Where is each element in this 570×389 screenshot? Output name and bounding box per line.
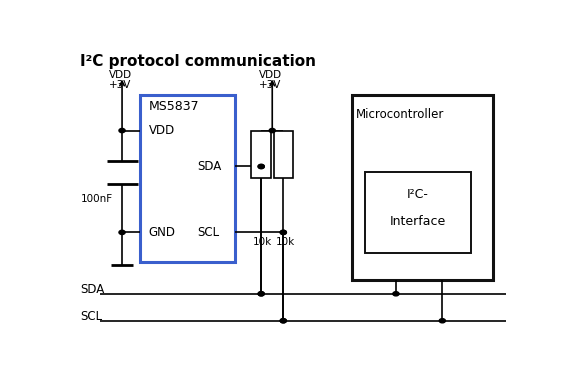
Text: VDD: VDD xyxy=(149,124,175,137)
Circle shape xyxy=(269,128,275,133)
Circle shape xyxy=(258,292,264,296)
Text: 10k: 10k xyxy=(275,237,295,247)
Text: Interface: Interface xyxy=(390,216,446,228)
Bar xyxy=(251,131,271,179)
Text: SCL: SCL xyxy=(197,226,219,239)
Text: I²C protocol communication: I²C protocol communication xyxy=(80,54,316,69)
Text: MS5837: MS5837 xyxy=(149,100,199,113)
Text: +3V: +3V xyxy=(109,80,131,90)
Text: SDA: SDA xyxy=(197,160,221,173)
Text: +3V: +3V xyxy=(259,80,282,90)
Text: SCL: SCL xyxy=(80,310,102,323)
Circle shape xyxy=(439,319,445,323)
Text: 100nF: 100nF xyxy=(81,194,113,205)
Text: I²C-: I²C- xyxy=(407,188,429,202)
Circle shape xyxy=(280,319,286,323)
Bar xyxy=(274,131,293,179)
Text: GND: GND xyxy=(149,226,176,239)
Circle shape xyxy=(258,292,264,296)
Text: VDD: VDD xyxy=(109,70,132,80)
Text: Microcontroller: Microcontroller xyxy=(356,108,445,121)
Circle shape xyxy=(258,165,264,168)
Circle shape xyxy=(258,165,264,168)
Text: VDD: VDD xyxy=(259,70,282,80)
Circle shape xyxy=(280,230,286,235)
Bar xyxy=(352,95,493,280)
Circle shape xyxy=(393,292,399,296)
Circle shape xyxy=(119,230,125,235)
Circle shape xyxy=(119,128,125,133)
Bar xyxy=(140,95,235,262)
Bar xyxy=(365,172,471,253)
Circle shape xyxy=(280,319,286,323)
Text: SDA: SDA xyxy=(80,283,104,296)
Circle shape xyxy=(280,230,286,235)
Text: 10k: 10k xyxy=(253,237,272,247)
